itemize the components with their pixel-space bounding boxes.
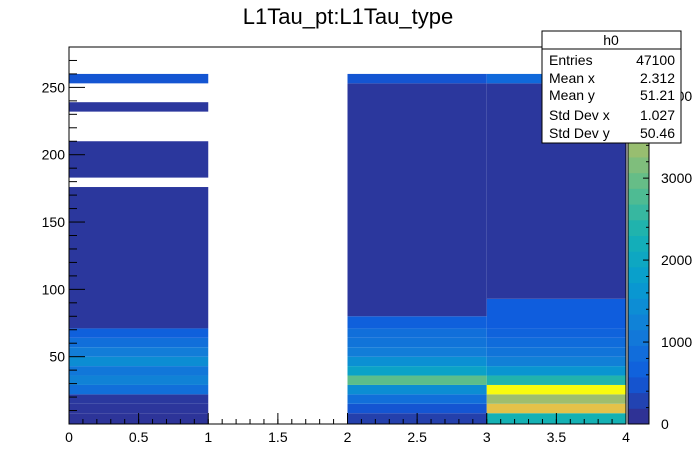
- heatmap-cell: [347, 384, 487, 395]
- palette-band: [628, 266, 649, 284]
- heatmap-cell: [347, 316, 487, 329]
- palette-tick-label: 2000: [661, 252, 692, 268]
- stats-box-title: h0: [603, 32, 619, 48]
- x-tick-label: 2: [344, 429, 352, 445]
- heatmap-cell: [347, 337, 487, 348]
- x-tick-label: 1: [204, 429, 212, 445]
- palette-band: [628, 219, 649, 236]
- heatmap-cell: [69, 102, 209, 112]
- heatmap-cell: [347, 356, 487, 367]
- axes: 0 0.5 1 1.5 2 2.5 3 3.5 4 50 100 150 200 250: [42, 46, 630, 445]
- palette-band: [628, 156, 649, 174]
- heatmap-cell: [69, 141, 209, 178]
- palette-band: [628, 188, 649, 205]
- heatmap-cell: [347, 375, 487, 385]
- heatmap-cell: [69, 73, 209, 84]
- heatmap-cell: [347, 366, 487, 376]
- palette-band: [628, 204, 649, 221]
- palette-tick-label: 1000: [661, 334, 692, 350]
- heatmap-cell: [69, 187, 209, 329]
- heatmap-cell: [347, 328, 487, 338]
- palette-tick-label: 0: [661, 416, 669, 432]
- heatmap-cell: [486, 375, 626, 385]
- heatmap-cell: [486, 366, 626, 376]
- x-tick-label: 0.5: [129, 429, 149, 445]
- heatmap-cell: [347, 394, 487, 404]
- chart-title: L1Tau_pt:L1Tau_type: [243, 4, 453, 29]
- stats-box: h0 Entries 47100 Mean x 2.312 Mean y 51.…: [541, 30, 682, 144]
- heatmap-cell: [69, 403, 209, 414]
- palette-band: [628, 235, 649, 252]
- palette-band: [628, 251, 649, 268]
- y-tick-label: 50: [49, 349, 65, 365]
- y-tick-label: 200: [42, 147, 66, 163]
- heatmap-cell: [347, 83, 487, 317]
- x-tick-label: 3.5: [547, 429, 567, 445]
- stats-value-mean-y: 51.21: [640, 87, 675, 103]
- heatmap-cell: [486, 298, 626, 329]
- stats-label-mean-x: Mean x: [549, 70, 595, 86]
- palette-band: [628, 345, 649, 362]
- stats-label-entries: Entries: [549, 52, 593, 68]
- heatmap-cell: [69, 356, 209, 367]
- heatmap-cell: [69, 337, 209, 348]
- heatmap-cell: [69, 366, 209, 376]
- heatmap-cell: [69, 394, 209, 404]
- y-tick-label: 100: [42, 281, 66, 297]
- stats-box-frame: [541, 30, 682, 144]
- stats-value-std-dev-y: 50.46: [640, 125, 675, 141]
- palette-tick-label: 3000: [661, 170, 692, 186]
- heatmap-cell: [486, 384, 626, 395]
- palette-band: [628, 314, 649, 331]
- heatmap-cell: [486, 328, 626, 338]
- heatmap-cell: [347, 73, 487, 84]
- palette-band: [628, 392, 649, 409]
- palette-band: [628, 329, 649, 346]
- x-tick-label: 2.5: [407, 429, 427, 445]
- palette-band: [628, 282, 649, 299]
- heatmap-cell: [486, 356, 626, 367]
- heatmap-cell: [347, 347, 487, 357]
- heatmap-cell: [69, 328, 209, 338]
- heatmap-cell: [486, 347, 626, 357]
- palette-band: [628, 141, 649, 158]
- heatmap-cell: [69, 384, 209, 395]
- y-tick-label: 250: [42, 79, 66, 95]
- stats-label-std-dev-y: Std Dev y: [549, 125, 610, 141]
- stats-label-std-dev-x: Std Dev x: [549, 107, 610, 123]
- heatmap-cell: [486, 403, 626, 414]
- stats-value-entries: 47100: [636, 52, 675, 68]
- stats-label-mean-y: Mean y: [549, 87, 595, 103]
- x-tick-label: 0: [65, 429, 73, 445]
- palette-band: [628, 361, 649, 378]
- heatmap-cell: [347, 403, 487, 414]
- palette-band: [628, 172, 649, 189]
- heatmap-cell: [486, 337, 626, 348]
- heatmap-cell: [69, 347, 209, 357]
- x-tick-label: 3: [483, 429, 491, 445]
- palette-band: [628, 298, 649, 315]
- x-tick-label: 4: [622, 429, 630, 445]
- heatmap-cell: [69, 375, 209, 385]
- x-tick-label: 1.5: [268, 429, 288, 445]
- stats-value-mean-x: 2.312: [640, 70, 675, 86]
- palette-band: [628, 408, 649, 425]
- y-tick-label: 150: [42, 214, 66, 230]
- palette-band: [628, 376, 649, 394]
- stats-value-std-dev-x: 1.027: [640, 107, 675, 123]
- heatmap-cell: [486, 394, 626, 404]
